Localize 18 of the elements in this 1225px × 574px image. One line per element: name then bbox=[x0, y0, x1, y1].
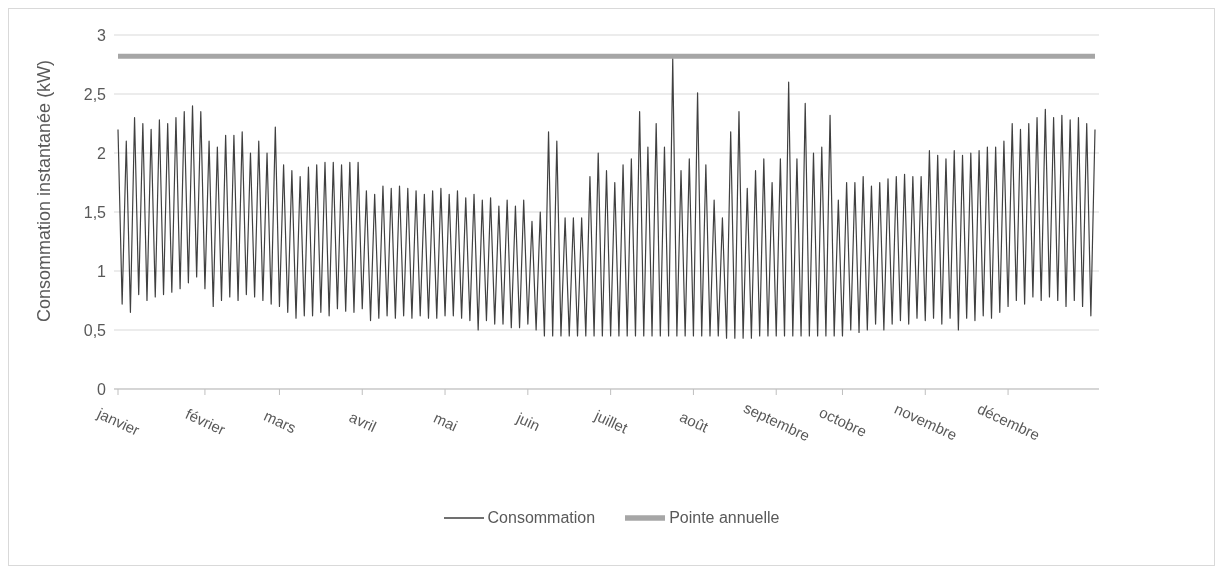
x-tick-label: février bbox=[183, 405, 229, 439]
y-tick-label: 1 bbox=[97, 262, 107, 280]
x-tick-label: mai bbox=[431, 408, 461, 435]
legend-label: Consommation bbox=[487, 509, 596, 527]
y-tick-label: 0 bbox=[97, 380, 107, 398]
x-tick-label: août bbox=[677, 407, 712, 436]
x-tick-label: avril bbox=[346, 408, 379, 436]
y-tick-label: 2,5 bbox=[83, 85, 107, 103]
x-tick-label: juillet bbox=[591, 406, 632, 437]
y-tick-label: 2 bbox=[97, 144, 107, 162]
y-axis-title: Consommation instantanée (kW) bbox=[34, 59, 55, 322]
y-tick-label: 3 bbox=[97, 26, 107, 44]
legend-label: Pointe annuelle bbox=[669, 509, 780, 527]
y-tick-label: 1,5 bbox=[83, 203, 107, 221]
x-tick-label: mars bbox=[261, 406, 299, 437]
y-tick-label: 0,5 bbox=[83, 321, 107, 339]
line-series bbox=[117, 58, 1096, 339]
x-tick-label: juin bbox=[513, 408, 543, 435]
